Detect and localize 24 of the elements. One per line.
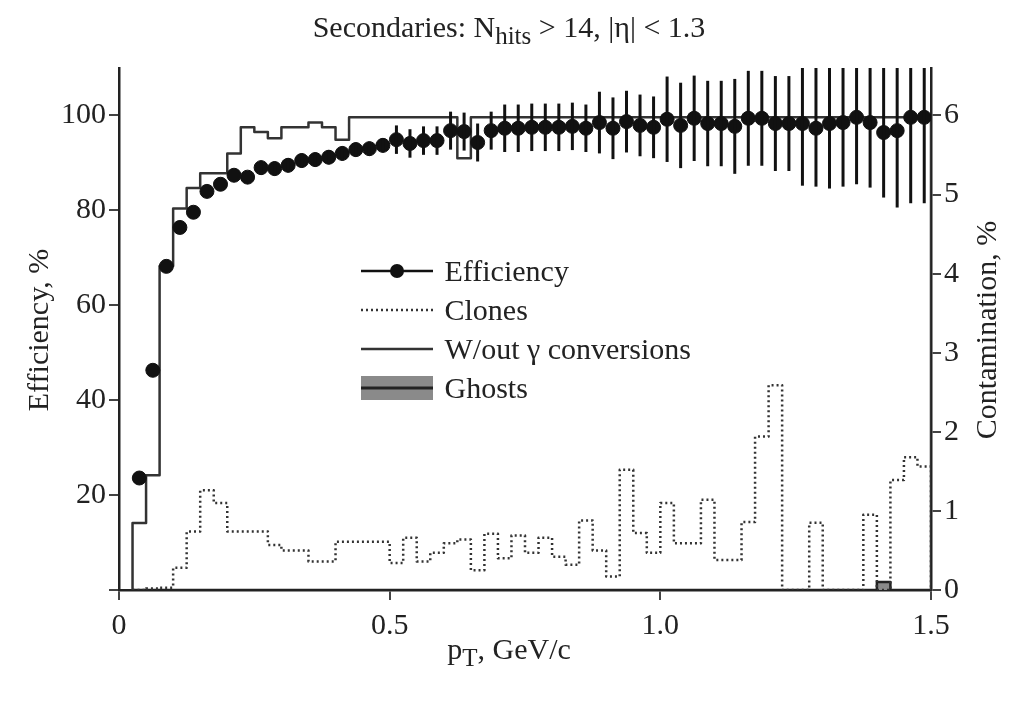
y2-tick-label: 3 <box>944 333 959 367</box>
legend-label: W/out γ conversions <box>444 331 692 366</box>
y2-tick-label: 4 <box>944 254 959 288</box>
x-tick-label: 1.0 <box>641 606 680 640</box>
y2-axis-title: Contamination, % <box>969 220 1003 440</box>
y2-tick-label: 5 <box>944 175 959 209</box>
legend-label: Efficiency <box>444 253 569 288</box>
y-tick-label: 40 <box>76 381 106 415</box>
y-tick-label: 60 <box>76 286 106 320</box>
y2-tick-label: 1 <box>944 491 959 525</box>
y-tick-label: 80 <box>76 191 106 225</box>
x-axis-title: p$_{T}$, GeV/c <box>447 632 571 671</box>
legend-label: Ghosts <box>444 370 528 405</box>
chart-title: Secondaries: N$_{hits}$ > 14, |η| < 1.3 <box>311 10 707 50</box>
x-tick-label: 1.5 <box>912 606 950 640</box>
y2-tick-label: 6 <box>944 96 959 130</box>
y2-tick-label: 0 <box>944 570 959 604</box>
y2-tick-label: 2 <box>944 412 959 446</box>
y-tick-label: 100 <box>61 96 106 130</box>
y-axis-title: Efficiency, % <box>21 248 55 412</box>
x-tick-label: 0.5 <box>370 606 409 640</box>
legend-label: Clones <box>444 292 528 327</box>
x-tick-label: 0 <box>111 606 127 640</box>
y-tick-label: 20 <box>76 475 106 509</box>
